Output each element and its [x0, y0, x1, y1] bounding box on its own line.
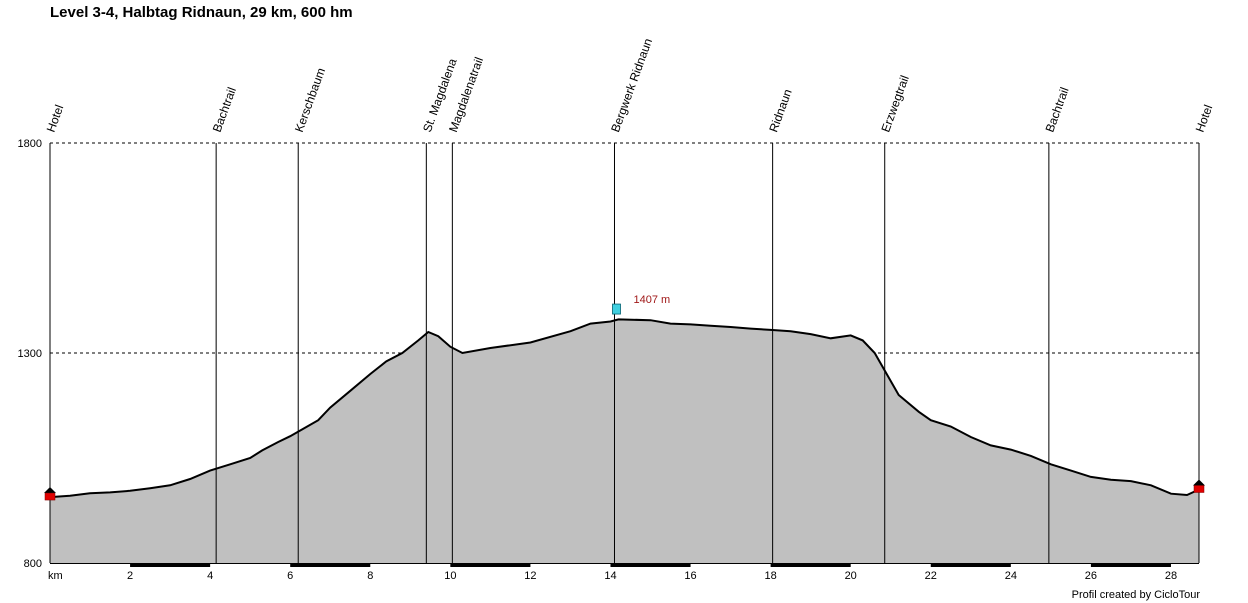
scale-bar-segment [290, 563, 371, 567]
x-axis-title: km [48, 570, 63, 582]
x-tick-label: 20 [845, 570, 857, 582]
peak-annotation-label: 1407 m [633, 294, 670, 306]
scale-bar-segment [930, 563, 1011, 567]
waypoint-label: Bachtrail [210, 85, 239, 134]
profile-area [50, 319, 1199, 563]
x-tick-label: 16 [684, 570, 696, 582]
profile-line [49, 318, 1200, 499]
house-roof-icon [44, 487, 56, 494]
x-tick-label: 28 [1165, 570, 1177, 582]
scale-bar-segment [130, 563, 211, 567]
profile-area-layer [49, 318, 1200, 563]
scale-bar-segment [450, 563, 531, 567]
y-tick-label: 800 [24, 558, 42, 570]
x-tick-label: 2 [127, 570, 133, 582]
y-tick-label: 1800 [18, 138, 42, 150]
x-tick-label: 18 [765, 570, 777, 582]
marker-layer: 1407 m [44, 294, 1205, 501]
x-tick-label: 22 [925, 570, 937, 582]
credit-text: Profil created by CicloTour [1071, 589, 1200, 601]
x-tick-label: 4 [207, 570, 213, 582]
waypoint-label: Hotel [44, 103, 67, 134]
x-tick-label: 12 [524, 570, 536, 582]
scale-bar-segment [1090, 563, 1171, 567]
x-tick-label: 6 [287, 570, 293, 582]
waypoint-label: Kerschbaum [292, 66, 328, 134]
x-tick-label: 26 [1085, 570, 1097, 582]
waypoint-label: Erzwegtrail [878, 73, 911, 134]
scale-bar-segment [610, 563, 691, 567]
waypoint-label: Bergwerk Ridnaun [608, 36, 655, 134]
x-tick-label: 24 [1005, 570, 1017, 582]
waypoint-label: Bachtrail [1043, 85, 1072, 134]
x-tick-label: 10 [444, 570, 456, 582]
house-roof-icon [1193, 479, 1205, 486]
house-icon [44, 492, 56, 501]
x-tick-label: 8 [367, 570, 373, 582]
peak-marker-icon [612, 303, 621, 315]
scale-bar-segment [770, 563, 851, 567]
waypoint-label: Ridnaun [766, 87, 794, 134]
waypoint-label: Hotel [1193, 103, 1216, 134]
house-icon [1193, 485, 1205, 493]
x-tick-label: 14 [604, 570, 616, 582]
chart-title: Level 3-4, Halbtag Ridnaun, 29 km, 600 h… [50, 4, 353, 21]
y-tick-label: 1300 [18, 348, 42, 360]
